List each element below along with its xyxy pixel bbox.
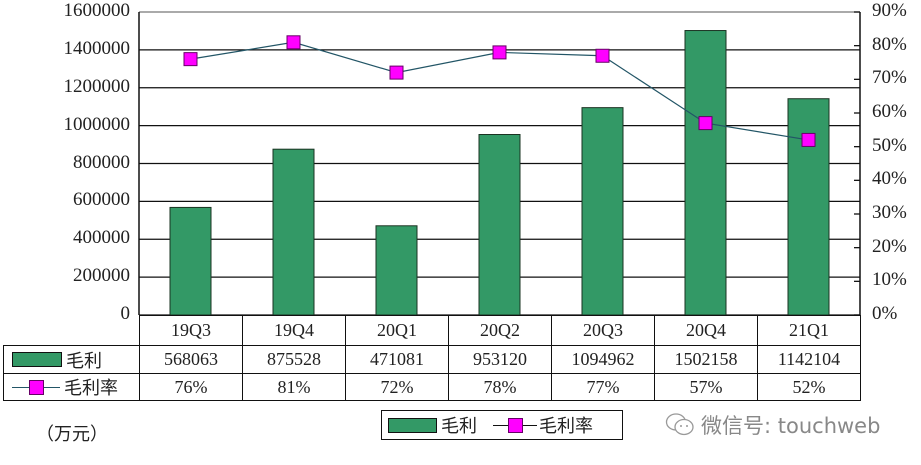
bar [272,148,315,316]
category-label: 19Q4 [242,315,346,346]
legend-bar-swatch-icon [388,417,437,433]
bar-swatch-icon [12,352,62,367]
line-marker [492,45,507,60]
y2-axis-tick-label: 80% [872,33,907,55]
axes [138,11,861,316]
table-cell: 471081 [345,345,449,374]
table-cell: 57% [654,373,758,401]
legend: 毛利 毛利率 [381,410,623,440]
line-series-gross-margin [183,35,816,147]
table-cell: 568063 [139,345,243,374]
y-axis-tick-label: 0 [120,303,131,324]
y-axis-tick-label: 200000 [73,265,130,287]
y2-axis-tick-label: 60% [872,101,907,122]
category-label: 20Q1 [345,315,449,346]
bar [684,30,727,316]
bar [787,98,830,316]
y2-axis-tick-label: 10% [872,269,907,291]
line-marker [389,65,404,80]
row-label-gross-profit: 毛利 [3,345,140,374]
line-marker [183,52,198,67]
legend-line-marker-icon [493,418,537,433]
row-label-gross-margin: 毛利率 [3,373,140,401]
table-cell: 1502158 [654,345,758,374]
line-marker [801,132,816,147]
data-table-header: 19Q3 19Q4 20Q1 20Q2 20Q3 20Q4 21Q1 [3,315,861,346]
table-cell: 72% [345,373,449,401]
wechat-icon [665,413,694,436]
category-label: 20Q3 [551,315,655,346]
table-cell: 875528 [242,345,346,374]
category-label: 19Q3 [139,315,243,346]
y-axis-tick-label: 400000 [73,227,130,249]
y-axis-tick-label: 1000000 [63,113,131,135]
y-axis-tick-label: 800000 [73,151,130,173]
y2-axis-tick-label: 90% [872,0,907,21]
table-cell: 78% [448,373,552,401]
table-cell: 1094962 [551,345,655,374]
watermark: 微信号: touchweb [665,410,880,440]
table-row-gross-margin: 毛利率 76% 81% 72% 78% 77% 57% 52% [3,373,861,401]
category-label: 21Q1 [757,315,861,346]
category-label: 20Q2 [448,315,552,346]
table-row-gross-profit: 毛利 568063 875528 471081 953120 1094962 1… [3,345,861,374]
table-cell: 953120 [448,345,552,374]
data-table: 19Q3 19Q4 20Q1 20Q2 20Q3 20Q4 21Q1 毛利 56… [3,315,861,401]
y2-axis-tick-label: 40% [872,168,907,190]
bar [478,134,521,316]
y-axis-tick-label: 1600000 [63,0,131,21]
line-marker [286,35,301,50]
y-axis-tick-label: 600000 [73,189,130,211]
legend-label-gross-margin: 毛利率 [539,416,593,437]
bar [581,107,624,316]
y2-axis-tick-label: 20% [872,235,907,257]
table-cell: 81% [242,373,346,401]
y2-axis-tick-label: 70% [872,67,907,89]
line-marker [595,48,610,63]
bar [169,206,212,316]
legend-label-gross-profit: 毛利 [441,416,477,437]
line-marker [698,116,713,131]
y2-axis-tick-label: 50% [872,134,907,156]
line-marker-swatch-icon [12,380,60,395]
category-label: 20Q4 [654,315,758,346]
y-axis-tick-label: 1400000 [63,37,131,59]
y2-axis-tick-label: 30% [872,202,907,223]
y-axis-tick-label: 1200000 [63,75,131,97]
bar [375,225,418,316]
y2-axis-tick-label: 0% [872,303,898,324]
unit-label: （万元） [36,424,108,445]
data-table-corner [3,315,140,346]
table-cell: 1142104 [757,345,861,374]
table-cell: 52% [757,373,861,401]
watermark-text: 微信号: touchweb [701,414,881,438]
table-cell: 77% [551,373,655,401]
table-cell: 76% [139,373,243,401]
bar-series-gross-profit [169,30,830,316]
